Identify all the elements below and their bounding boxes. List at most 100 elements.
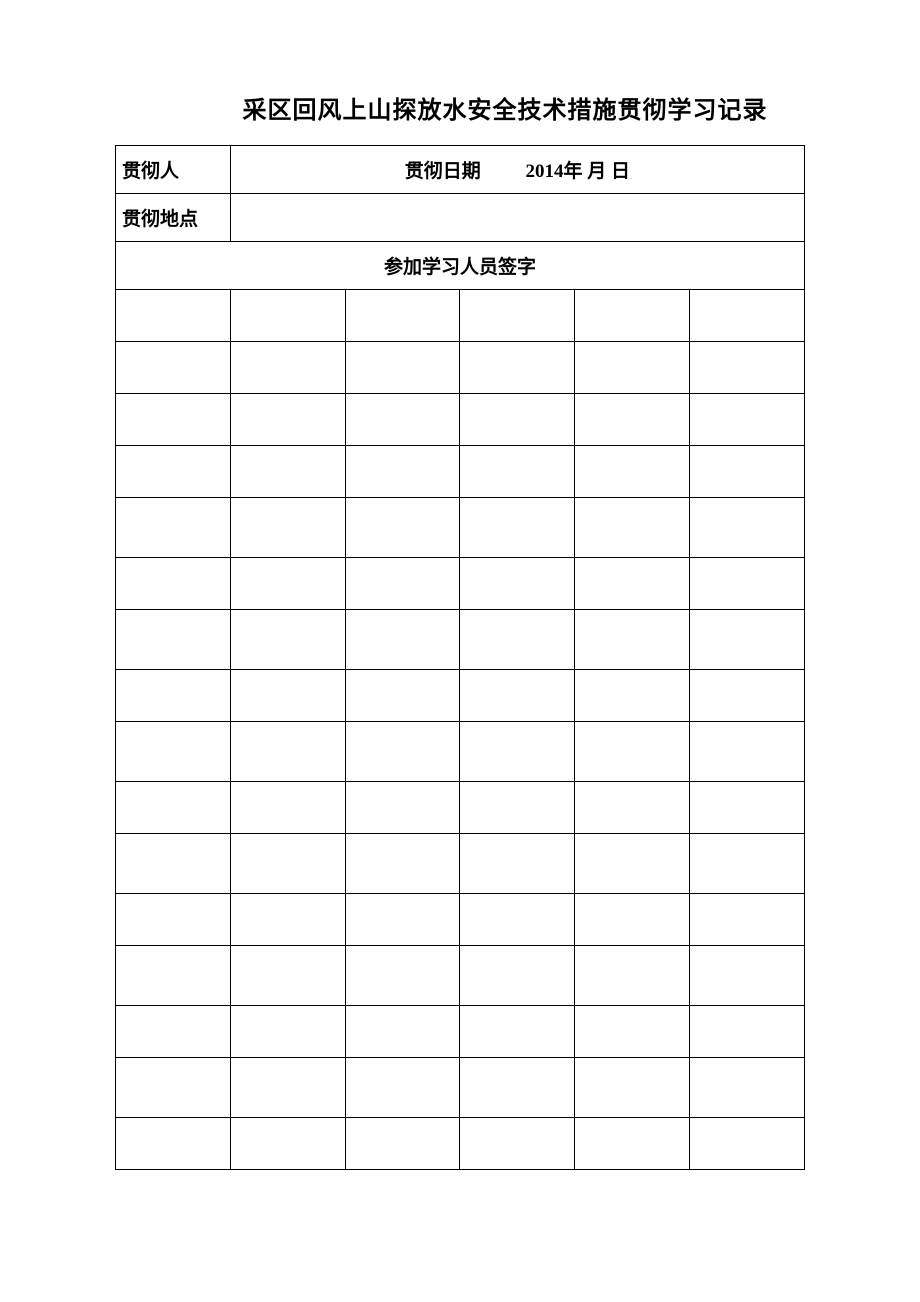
signature-cell[interactable] — [230, 722, 345, 782]
signature-cell[interactable] — [690, 670, 805, 722]
signature-cell[interactable] — [690, 782, 805, 834]
signature-cell[interactable] — [116, 670, 231, 722]
signature-cell[interactable] — [345, 558, 460, 610]
signature-cell[interactable] — [575, 498, 690, 558]
signature-cell[interactable] — [460, 894, 575, 946]
signature-cell[interactable] — [345, 946, 460, 1006]
location-value[interactable] — [230, 194, 804, 242]
signature-cell[interactable] — [690, 498, 805, 558]
signature-cell[interactable] — [460, 1118, 575, 1170]
signature-cell[interactable] — [230, 1006, 345, 1058]
signature-cell[interactable] — [116, 894, 231, 946]
signature-cell[interactable] — [575, 342, 690, 394]
signature-cell[interactable] — [345, 1118, 460, 1170]
signature-cell[interactable] — [230, 558, 345, 610]
signature-cell[interactable] — [345, 722, 460, 782]
signature-cell[interactable] — [575, 290, 690, 342]
signature-cell[interactable] — [460, 834, 575, 894]
date-cell[interactable]: 贯彻日期 2014年 月 日 — [230, 146, 804, 194]
signature-cell[interactable] — [575, 610, 690, 670]
signature-cell[interactable] — [345, 1006, 460, 1058]
signature-cell[interactable] — [690, 1058, 805, 1118]
signature-cell[interactable] — [460, 1058, 575, 1118]
signature-cell[interactable] — [116, 782, 231, 834]
signature-cell[interactable] — [230, 782, 345, 834]
signature-cell[interactable] — [460, 394, 575, 446]
signature-cell[interactable] — [345, 1058, 460, 1118]
signature-cell[interactable] — [690, 1006, 805, 1058]
signature-cell[interactable] — [690, 834, 805, 894]
signature-cell[interactable] — [460, 722, 575, 782]
signature-cell[interactable] — [230, 1058, 345, 1118]
signature-cell[interactable] — [575, 782, 690, 834]
signature-cell[interactable] — [575, 946, 690, 1006]
signature-cell[interactable] — [690, 1118, 805, 1170]
signature-cell[interactable] — [690, 610, 805, 670]
signature-cell[interactable] — [116, 946, 231, 1006]
signature-cell[interactable] — [116, 722, 231, 782]
signature-cell[interactable] — [230, 394, 345, 446]
date-label: 贯彻日期 — [405, 156, 481, 183]
signature-cell[interactable] — [690, 446, 805, 498]
signature-cell[interactable] — [575, 834, 690, 894]
signature-cell[interactable] — [690, 394, 805, 446]
signature-cell[interactable] — [460, 946, 575, 1006]
signature-cell[interactable] — [116, 558, 231, 610]
signature-cell[interactable] — [345, 290, 460, 342]
signature-cell[interactable] — [575, 1118, 690, 1170]
signature-cell[interactable] — [575, 394, 690, 446]
signature-cell[interactable] — [230, 290, 345, 342]
signature-cell[interactable] — [575, 1006, 690, 1058]
signature-cell[interactable] — [230, 342, 345, 394]
signature-cell[interactable] — [460, 782, 575, 834]
signature-cell[interactable] — [690, 722, 805, 782]
signature-cell[interactable] — [575, 446, 690, 498]
signature-cell[interactable] — [460, 498, 575, 558]
signature-cell[interactable] — [575, 894, 690, 946]
signature-cell[interactable] — [345, 342, 460, 394]
signature-cell[interactable] — [230, 670, 345, 722]
signature-cell[interactable] — [230, 610, 345, 670]
signature-cell[interactable] — [116, 342, 231, 394]
signature-cell[interactable] — [345, 498, 460, 558]
signature-cell[interactable] — [230, 946, 345, 1006]
signature-cell[interactable] — [575, 558, 690, 610]
signature-cell[interactable] — [345, 446, 460, 498]
signature-cell[interactable] — [460, 1006, 575, 1058]
signature-cell[interactable] — [345, 894, 460, 946]
signature-cell[interactable] — [345, 394, 460, 446]
signature-cell[interactable] — [460, 342, 575, 394]
signature-cell[interactable] — [230, 894, 345, 946]
signature-cell[interactable] — [116, 1006, 231, 1058]
signature-cell[interactable] — [230, 498, 345, 558]
signature-cell[interactable] — [460, 670, 575, 722]
signature-cell[interactable] — [116, 834, 231, 894]
signature-cell[interactable] — [345, 670, 460, 722]
signature-cell[interactable] — [116, 290, 231, 342]
signature-section-header: 参加学习人员签字 — [116, 242, 805, 290]
signature-cell[interactable] — [690, 946, 805, 1006]
signature-cell[interactable] — [116, 446, 231, 498]
signature-cell[interactable] — [345, 782, 460, 834]
signature-cell[interactable] — [690, 894, 805, 946]
signature-cell[interactable] — [690, 342, 805, 394]
signature-cell[interactable] — [230, 446, 345, 498]
signature-cell[interactable] — [230, 1118, 345, 1170]
signature-cell[interactable] — [575, 670, 690, 722]
signature-cell[interactable] — [460, 610, 575, 670]
signature-cell[interactable] — [690, 558, 805, 610]
signature-cell[interactable] — [345, 610, 460, 670]
signature-cell[interactable] — [116, 498, 231, 558]
signature-cell[interactable] — [116, 1118, 231, 1170]
signature-cell[interactable] — [230, 834, 345, 894]
signature-cell[interactable] — [460, 290, 575, 342]
signature-cell[interactable] — [575, 722, 690, 782]
signature-cell[interactable] — [116, 394, 231, 446]
signature-cell[interactable] — [345, 834, 460, 894]
signature-cell[interactable] — [460, 446, 575, 498]
signature-cell[interactable] — [116, 1058, 231, 1118]
signature-cell[interactable] — [460, 558, 575, 610]
signature-cell[interactable] — [690, 290, 805, 342]
signature-cell[interactable] — [575, 1058, 690, 1118]
signature-cell[interactable] — [116, 610, 231, 670]
